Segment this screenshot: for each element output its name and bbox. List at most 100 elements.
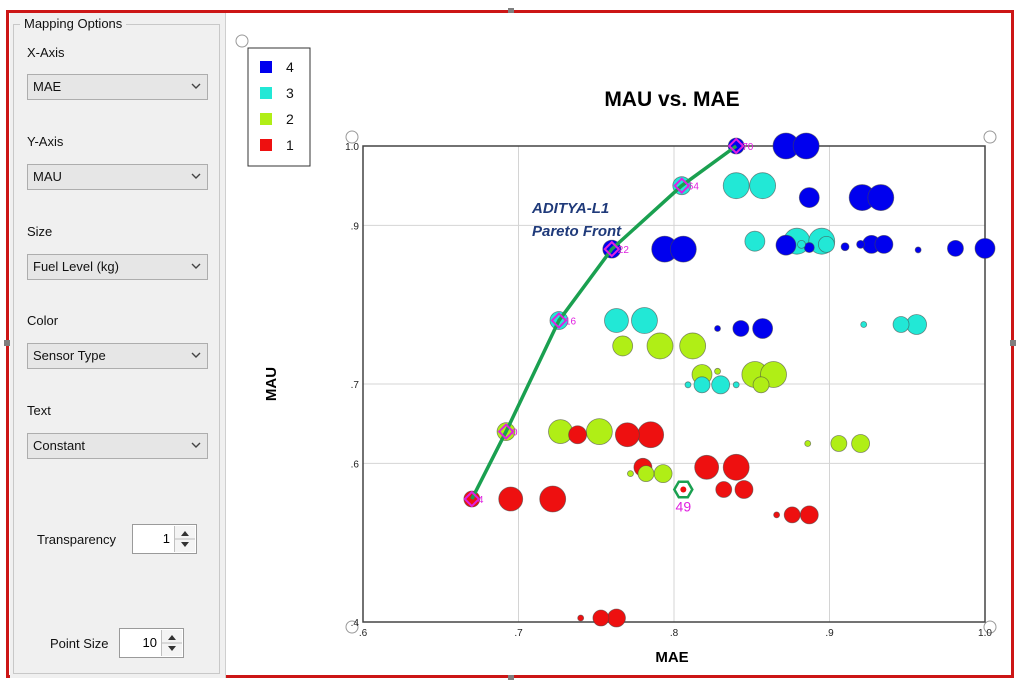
data-point (568, 425, 587, 445)
data-point (539, 485, 567, 513)
data-point (604, 308, 629, 333)
data-point (684, 381, 692, 389)
x-tick-label: 1.0 (978, 628, 992, 639)
legend-label: 3 (286, 85, 294, 101)
resize-handle-left[interactable] (4, 340, 10, 346)
data-point (974, 237, 996, 259)
data-point (752, 376, 770, 394)
data-point (773, 511, 781, 519)
data-point (614, 422, 640, 448)
y-tick-label: .7 (351, 380, 360, 391)
pareto-point-label: 0 (512, 428, 518, 439)
data-point (592, 609, 610, 627)
point-size-value: 10 (142, 635, 157, 650)
point-size-spinner[interactable]: 10 (119, 628, 184, 658)
x-tick-label: .7 (514, 628, 523, 639)
x-tick-label: .6 (359, 628, 368, 639)
data-point (817, 235, 835, 253)
y-axis-title: MAU (263, 367, 280, 401)
data-point (867, 184, 895, 211)
data-point (631, 307, 658, 334)
y-axis-value: MAU (33, 169, 62, 184)
data-point (722, 172, 750, 200)
data-point (714, 325, 721, 332)
y-tick-label: .9 (351, 221, 360, 232)
data-point (749, 172, 777, 200)
data-point (874, 234, 894, 254)
x-axis-dropdown[interactable]: MAE (27, 74, 208, 100)
size-dropdown[interactable]: Fuel Level (kg) (27, 254, 208, 280)
text-value: Constant (33, 438, 86, 453)
data-point (856, 239, 865, 249)
data-point (711, 375, 731, 395)
legend-box (247, 47, 311, 167)
x-axis-label: X-Axis (27, 45, 65, 60)
x-axis-title: MAE (655, 649, 688, 666)
pareto-marker (603, 240, 621, 258)
pareto-front-line (470, 144, 738, 500)
chevron-down-icon (191, 352, 201, 358)
data-point (627, 470, 634, 478)
text-dropdown[interactable]: Constant (27, 433, 208, 459)
chevron-down-icon (191, 263, 201, 269)
data-point (612, 335, 634, 357)
data-point (679, 332, 707, 360)
color-dropdown[interactable]: Sensor Type (27, 343, 208, 369)
resize-handle-right[interactable] (1010, 340, 1016, 346)
transparency-spinner[interactable]: 1 (132, 524, 197, 554)
data-point (775, 234, 797, 256)
data-point (577, 614, 585, 622)
data-point (799, 505, 819, 525)
pareto-marker (673, 177, 691, 195)
pareto-marker (463, 490, 481, 508)
resize-handle-top[interactable] (508, 8, 514, 14)
spinner-buttons[interactable] (161, 630, 182, 656)
selection-handle (983, 620, 997, 634)
pareto-marker (497, 423, 515, 441)
legend-swatch (260, 87, 272, 99)
pareto-point-label: 4 (478, 495, 484, 506)
point-size-label: Point Size (50, 636, 109, 651)
data-point (752, 318, 774, 339)
transparency-label: Transparency (37, 532, 116, 547)
data-point (637, 421, 665, 449)
data-point (653, 464, 673, 484)
color-value: Sensor Type (33, 348, 106, 363)
chart-area: .6.7.8.9 1.0.4.6.7.9 1.0 MAU vs. MAE MAE MAU 4… (230, 13, 1010, 675)
size-value: Fuel Level (kg) (33, 259, 119, 274)
y-axis-dropdown[interactable]: MAU (27, 164, 208, 190)
data-point (732, 320, 750, 337)
resize-handle-bottom[interactable] (508, 674, 514, 680)
data-point (914, 246, 922, 254)
data-point (947, 239, 964, 257)
data-point (892, 316, 910, 333)
data-point (498, 486, 524, 512)
pareto-marker (550, 312, 568, 329)
legend-swatch (260, 139, 272, 151)
x-tick-label: .9 (825, 628, 834, 639)
data-point (783, 506, 801, 524)
legend-label: 2 (286, 111, 294, 127)
x-axis-value: MAE (33, 79, 62, 94)
spinner-arrows-icon[interactable] (162, 630, 182, 656)
color-label: Color (27, 313, 59, 328)
data-point (804, 440, 812, 447)
chart-title: MAU vs. MAE (604, 88, 739, 111)
spinner-arrows-icon[interactable] (175, 526, 195, 552)
legend: 4 3 2 1 (247, 47, 311, 167)
data-point (715, 481, 733, 498)
group-title: Mapping Options (20, 16, 127, 31)
data-point (714, 367, 721, 375)
data-point (693, 376, 711, 394)
data-point (607, 608, 626, 628)
annotation-text: Pareto Front (532, 223, 622, 240)
y-tick-label: 1.0 (345, 142, 359, 153)
chevron-down-icon (191, 173, 201, 179)
data-point (722, 453, 750, 481)
text-label: Text (27, 403, 51, 418)
data-point (906, 314, 927, 335)
highlight-point (680, 486, 687, 493)
spinner-buttons[interactable] (174, 526, 195, 552)
x-tick-label: .8 (670, 628, 679, 639)
